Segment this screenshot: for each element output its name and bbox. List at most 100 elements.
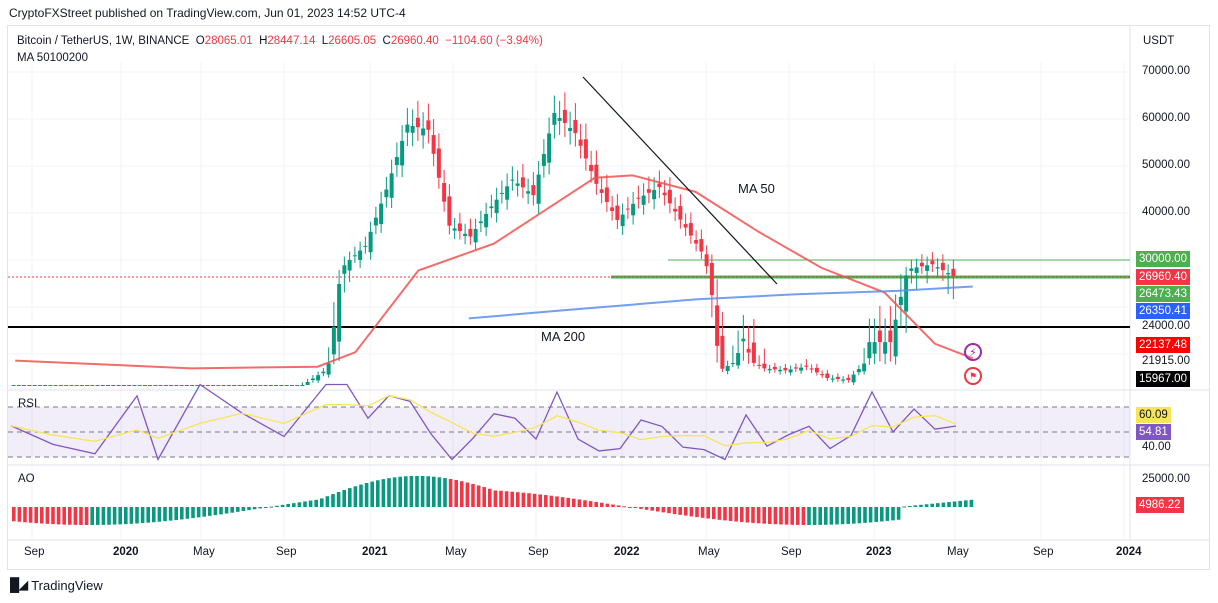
- candle-body: [562, 109, 567, 123]
- candle-body: [877, 330, 882, 343]
- ao-value: 4986.22: [1136, 497, 1184, 513]
- ao-bar: [124, 507, 128, 525]
- candle-body: [457, 223, 462, 232]
- candle-body: [573, 120, 578, 134]
- ao-bar: [868, 507, 873, 523]
- ao-bar: [952, 501, 957, 507]
- ao-bar: [230, 507, 234, 513]
- ao-bar: [448, 478, 453, 507]
- ao-bar: [325, 496, 330, 507]
- candle-body: [636, 197, 641, 199]
- candle-body: [583, 139, 588, 159]
- candle-body: [368, 231, 373, 253]
- ao-bar: [919, 504, 923, 507]
- lightning-event-icon[interactable]: ⚡: [964, 343, 982, 361]
- candle-body: [216, 385, 221, 386]
- candle-body: [520, 177, 525, 188]
- tradingview-brand[interactable]: █◢ TradingView: [10, 577, 103, 593]
- candle-body: [431, 135, 436, 154]
- time-tick: Sep: [781, 546, 802, 558]
- candle-body: [69, 385, 74, 386]
- time-tick: 2020: [113, 546, 139, 558]
- rsi-ma-line: [10, 395, 957, 447]
- ao-bar: [84, 507, 89, 525]
- candle-body: [515, 183, 520, 186]
- candle-body: [604, 187, 609, 202]
- candle-body: [410, 125, 415, 133]
- candle-body: [594, 164, 599, 184]
- candle-body: [64, 385, 69, 386]
- ao-bar: [768, 507, 772, 524]
- candle-body: [43, 385, 48, 386]
- candle-body: [484, 213, 489, 228]
- close-label: C: [382, 35, 391, 47]
- candle-body: [468, 228, 473, 237]
- candle-body: [169, 385, 174, 386]
- candle-body: [846, 377, 851, 381]
- candle-body: [804, 365, 809, 367]
- ao-bar: [353, 486, 358, 507]
- candle-body: [358, 250, 363, 260]
- ao-bar: [437, 477, 442, 507]
- candle-body: [85, 385, 90, 386]
- candle-body: [237, 385, 242, 386]
- candle-body: [499, 193, 504, 195]
- candle-body: [137, 385, 142, 386]
- time-tick: May: [445, 546, 467, 558]
- ao-bar: [527, 493, 531, 507]
- ao-bar: [135, 507, 139, 524]
- candle-body: [599, 189, 604, 193]
- ao-bar: [874, 507, 878, 522]
- symbol-name[interactable]: Bitcoin / TetherUS, 1W, BINANCE: [17, 35, 190, 47]
- ao-bar: [538, 494, 542, 507]
- candle-body: [825, 373, 830, 379]
- candle-body: [783, 367, 788, 371]
- candle-body: [730, 363, 735, 365]
- ma50-annotation: MA 50: [738, 181, 775, 196]
- ao-bar: [605, 503, 610, 507]
- ao-bar: [381, 479, 386, 507]
- ao-bar: [415, 475, 419, 507]
- candle-body: [788, 369, 793, 373]
- ao-bar: [465, 482, 470, 507]
- ao-bar: [555, 496, 559, 507]
- candle-body: [421, 128, 426, 136]
- ao-bar: [924, 504, 929, 507]
- candle-body: [720, 335, 725, 369]
- ao-bar: [303, 501, 307, 507]
- ao-bar: [572, 498, 576, 507]
- candle-body: [667, 189, 672, 204]
- time-tick: 2023: [866, 546, 892, 558]
- ao-bar: [336, 492, 341, 507]
- ma200-line: [468, 285, 973, 320]
- candle-body: [90, 385, 95, 386]
- rsi-ma-value: 60.09: [1136, 407, 1171, 423]
- currency-label: USDT: [1143, 35, 1175, 47]
- candle-body: [793, 367, 798, 369]
- time-tick: May: [193, 546, 215, 558]
- low-label: L: [321, 35, 329, 47]
- candle-body: [111, 385, 116, 386]
- ao-bar: [947, 502, 951, 507]
- candle-body: [116, 385, 121, 386]
- ao-bar: [79, 507, 83, 525]
- ma-legend[interactable]: MA 50100200: [17, 52, 88, 64]
- ao-bar: [801, 507, 806, 525]
- ao-bar: [885, 507, 890, 521]
- candle-body: [142, 385, 147, 386]
- ao-bar: [432, 476, 436, 507]
- ao-bar: [219, 507, 223, 515]
- candle-body: [289, 385, 294, 386]
- ao-bar: [62, 507, 66, 525]
- ao-bar: [118, 507, 122, 525]
- us-flag-event-icon[interactable]: ⚑: [964, 367, 982, 385]
- candle-body: [11, 385, 16, 386]
- candle-body: [919, 262, 924, 267]
- price-tick: 50000.00: [1142, 159, 1190, 171]
- candle-body: [888, 330, 893, 343]
- candle-body: [736, 353, 741, 366]
- candle-body: [232, 385, 237, 386]
- candle-body: [22, 385, 27, 386]
- ao-bar: [56, 507, 61, 525]
